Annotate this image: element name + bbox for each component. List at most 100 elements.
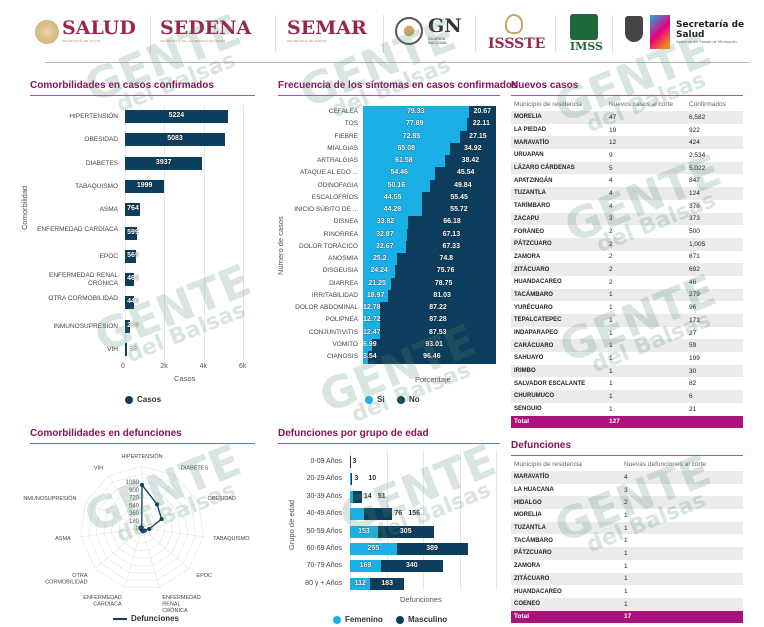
- bar-no[interactable]: [372, 338, 496, 352]
- bar-no[interactable]: [422, 191, 496, 205]
- table-row[interactable]: APATZINGÁN 4 847: [511, 174, 743, 187]
- bar-no[interactable]: [379, 314, 496, 327]
- table-row[interactable]: MORELIA 47 6,582: [511, 111, 743, 124]
- bar-femenino[interactable]: [350, 473, 351, 486]
- bar-no[interactable]: [395, 265, 496, 278]
- bar[interactable]: [125, 319, 131, 333]
- bar-si[interactable]: [363, 277, 392, 291]
- bar-no[interactable]: [444, 155, 496, 168]
- table-row[interactable]: MARAVATÍO 4: [511, 471, 743, 484]
- table-row[interactable]: ZITÁCUARO 2 692: [511, 263, 743, 276]
- bar-si[interactable]: [363, 204, 423, 217]
- bar-si[interactable]: [363, 265, 396, 278]
- bar-si[interactable]: [363, 326, 381, 340]
- legend-no[interactable]: No: [397, 395, 420, 404]
- bar-si[interactable]: [363, 179, 431, 193]
- bar-masculino[interactable]: [396, 543, 468, 555]
- legend-masculino[interactable]: Masculino: [396, 615, 447, 624]
- table-row[interactable]: MARAVATÍO 12 424: [511, 136, 743, 150]
- bar[interactable]: [125, 156, 203, 170]
- bar-no[interactable]: [388, 289, 496, 303]
- table-row[interactable]: URUAPAN 9 2,534: [511, 149, 743, 162]
- table-row[interactable]: FORÁNEO 2 500: [511, 225, 743, 238]
- bar-si[interactable]: [363, 118, 468, 131]
- bar-masculino[interactable]: [370, 577, 404, 590]
- bar[interactable]: [125, 296, 134, 310]
- table-row[interactable]: ZAMORA 2 871: [511, 251, 743, 264]
- table-row[interactable]: ZAMORA 1: [511, 560, 743, 573]
- bar-masculino[interactable]: [350, 473, 353, 486]
- table-row[interactable]: TUZANTLA 4 124: [511, 187, 743, 200]
- bar-si[interactable]: [363, 142, 451, 156]
- bar-si[interactable]: [363, 130, 461, 144]
- bar[interactable]: [125, 249, 137, 263]
- bar[interactable]: [125, 110, 228, 123]
- table-row[interactable]: SAHUAYO 1 199: [511, 352, 743, 365]
- bar-masculino[interactable]: [380, 560, 443, 573]
- bar-femenino[interactable]: [350, 490, 353, 503]
- bar-si[interactable]: [363, 351, 369, 364]
- bar[interactable]: [125, 226, 137, 240]
- legend-femenino[interactable]: Femenino: [333, 615, 383, 624]
- table-row[interactable]: TARÍMBARO 4 376: [511, 200, 743, 213]
- bar-femenino[interactable]: [350, 560, 381, 573]
- bar-masculino[interactable]: [350, 456, 351, 468]
- bar-si[interactable]: [363, 106, 469, 119]
- table-row[interactable]: ZACAPU 3 373: [511, 212, 743, 226]
- table-row[interactable]: LA PIEDAD 19 922: [511, 124, 743, 137]
- bar[interactable]: [125, 343, 127, 356]
- table-row[interactable]: COENEO 1: [511, 597, 743, 611]
- bar-no[interactable]: [459, 130, 496, 144]
- bar[interactable]: [125, 133, 225, 147]
- bar-no[interactable]: [407, 216, 496, 229]
- table-row[interactable]: ZITÁCUARO 1: [511, 572, 743, 586]
- bar-no[interactable]: [429, 179, 496, 193]
- bar-si[interactable]: [363, 338, 373, 352]
- bar-no[interactable]: [466, 118, 496, 131]
- table-row[interactable]: IRIMBO 1 30: [511, 364, 743, 378]
- bar-si[interactable]: [363, 228, 408, 242]
- bar-masculino[interactable]: [363, 508, 393, 521]
- table-row[interactable]: INDAPARAPEO 1 27: [511, 327, 743, 340]
- bar-si[interactable]: [363, 302, 381, 315]
- table-row[interactable]: HUANDACAREO 2 46: [511, 276, 743, 289]
- bar-no[interactable]: [379, 326, 496, 340]
- table-row[interactable]: LÁZARO CÁRDENAS 5 5,022: [511, 161, 743, 175]
- bar-no[interactable]: [391, 277, 496, 291]
- bar-si[interactable]: [363, 216, 409, 229]
- bar-no[interactable]: [396, 253, 496, 266]
- table-row[interactable]: CHURUMUCO 1 6: [511, 390, 743, 403]
- bar-si[interactable]: [363, 155, 446, 168]
- bar[interactable]: [125, 203, 141, 217]
- legend-casos[interactable]: Casos: [125, 395, 161, 404]
- bar-no[interactable]: [379, 302, 496, 315]
- table-row[interactable]: PÁTZCUARO 1: [511, 547, 743, 560]
- bar-si[interactable]: [363, 191, 423, 205]
- legend-defunciones[interactable]: Defunciones: [113, 614, 179, 623]
- table-row[interactable]: SALVADOR ESCALANTE 1 82: [511, 377, 743, 390]
- bar-no[interactable]: [406, 228, 496, 242]
- bar-no[interactable]: [367, 351, 496, 364]
- table-row[interactable]: TEPALCATEPEC 1 171: [511, 314, 743, 327]
- bar-femenino[interactable]: [350, 543, 397, 555]
- table-row[interactable]: PÁTZCUARO 2 1,005: [511, 237, 743, 251]
- table-row[interactable]: TACÁMBARO 1: [511, 534, 743, 547]
- table-row[interactable]: HUANDACAREO 1: [511, 585, 743, 598]
- bar[interactable]: [125, 179, 165, 193]
- bar-no[interactable]: [406, 240, 496, 254]
- legend-si[interactable]: Si: [365, 395, 385, 404]
- bar-femenino[interactable]: [350, 577, 371, 590]
- bar-si[interactable]: [363, 289, 389, 303]
- table-row[interactable]: CARÁCUARO 1 59: [511, 339, 743, 353]
- bar[interactable]: [125, 273, 135, 287]
- bar-no[interactable]: [468, 106, 496, 119]
- bar-no[interactable]: [449, 142, 496, 156]
- bar-si[interactable]: [363, 253, 398, 266]
- table-row[interactable]: TACÁMBARO 1 279: [511, 288, 743, 302]
- bar-masculino[interactable]: [352, 490, 362, 503]
- bar-si[interactable]: [363, 167, 436, 180]
- bar-no[interactable]: [435, 167, 496, 180]
- bar-si[interactable]: [363, 314, 381, 327]
- bar-si[interactable]: [363, 240, 407, 254]
- bar-femenino[interactable]: [350, 525, 378, 538]
